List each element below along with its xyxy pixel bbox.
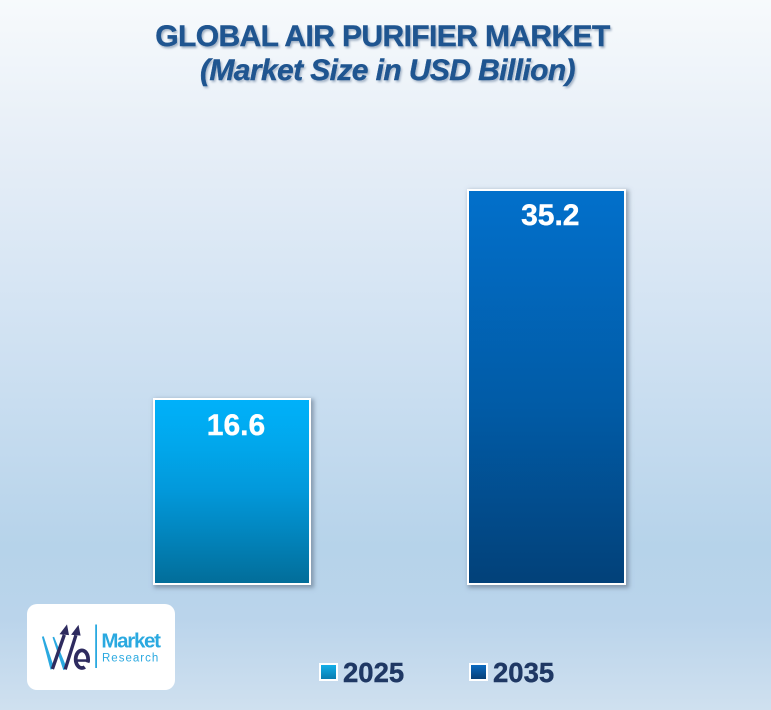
svg-text:Market: Market — [101, 629, 161, 652]
svg-text:Research: Research — [102, 652, 159, 664]
